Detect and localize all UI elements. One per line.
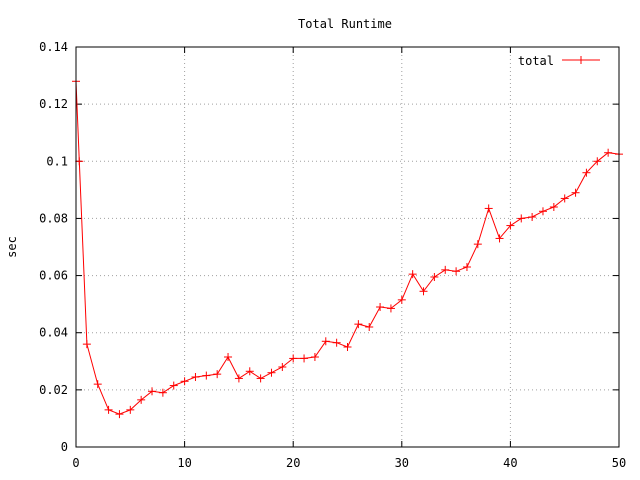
- data-point-marker: [158, 388, 167, 397]
- axis-tick-labels: 0 10 20 30 40 50 0 0.02 0.04 0.06 0.08 0.1 0.12 0.14: [39, 40, 626, 470]
- data-point-marker: [484, 204, 493, 213]
- y-tick-label: 0.08: [39, 211, 68, 225]
- data-point-marker: [278, 363, 287, 371]
- data-point-marker: [528, 213, 537, 221]
- data-point-marker: [441, 265, 450, 274]
- data-point-marker: [93, 380, 102, 389]
- legend-marker-total: [577, 56, 585, 64]
- data-point-marker: [213, 370, 222, 379]
- data-point-marker: [115, 410, 124, 419]
- y-axis-label: sec: [5, 236, 19, 258]
- legend: total: [518, 54, 600, 68]
- series-line-total: [75, 81, 620, 415]
- data-point-marker: [473, 240, 482, 249]
- data-point-marker: [224, 353, 233, 361]
- legend-plus-marker: [577, 56, 585, 64]
- data-point-marker: [386, 304, 395, 313]
- data-point-marker: [549, 203, 558, 211]
- data-point-marker: [506, 221, 515, 230]
- plot-frame: [75, 46, 620, 448]
- data-point-marker: [376, 303, 385, 311]
- data-point-marker: [245, 367, 254, 376]
- grid-lines: [76, 47, 619, 447]
- x-tick-label: 0: [72, 456, 79, 470]
- data-point-marker: [604, 148, 613, 157]
- data-point-marker: [169, 381, 178, 390]
- data-point-marker: [343, 343, 352, 351]
- data-point-marker: [495, 234, 504, 243]
- x-tick-label: 20: [286, 456, 300, 470]
- data-point-marker: [321, 337, 330, 346]
- chart-title: Total Runtime: [298, 17, 392, 31]
- x-tick-label: 50: [612, 456, 626, 470]
- data-point-marker: [593, 157, 602, 166]
- data-point-marker: [452, 267, 461, 276]
- data-point-marker: [82, 340, 91, 349]
- y-tick-label: 0.12: [39, 97, 68, 111]
- x-tick-label: 40: [503, 456, 517, 470]
- data-point-marker: [267, 368, 276, 377]
- y-tick-label: 0.04: [39, 326, 68, 340]
- data-point-marker: [538, 207, 547, 216]
- data-point-marker: [354, 320, 363, 329]
- data-point-marker: [191, 373, 200, 381]
- data-point-marker: [256, 374, 265, 383]
- data-point-marker: [202, 371, 211, 380]
- data-point-marker: [180, 377, 189, 386]
- data-point-marker: [75, 157, 84, 166]
- data-point-marker: [430, 273, 439, 281]
- axis-ticks: [75, 46, 620, 448]
- data-point-marker: [560, 194, 569, 203]
- y-tick-label: 0.14: [39, 40, 68, 54]
- data-point-marker: [365, 323, 374, 331]
- data-point-marker: [126, 405, 135, 414]
- data-point-marker: [332, 338, 341, 347]
- data-point-marker: [289, 354, 298, 363]
- data-point-marker: [234, 374, 243, 383]
- data-point-marker: [408, 270, 417, 279]
- y-tick-label: 0.06: [39, 269, 68, 283]
- data-point-marker: [582, 168, 591, 177]
- series-total: [72, 77, 623, 419]
- data-point-marker: [148, 387, 157, 396]
- data-point-marker: [104, 405, 113, 414]
- y-tick-label: 0.02: [39, 383, 68, 397]
- data-point-marker: [462, 263, 471, 271]
- data-point-marker: [137, 395, 146, 404]
- x-tick-label: 10: [177, 456, 191, 470]
- data-point-marker: [419, 287, 428, 296]
- data-point-marker: [517, 214, 526, 223]
- y-tick-label: 0: [61, 440, 68, 454]
- x-tick-label: 30: [395, 456, 409, 470]
- y-tick-label: 0.1: [46, 154, 68, 168]
- data-point-marker: [300, 354, 309, 363]
- data-point-marker: [310, 353, 319, 361]
- data-point-marker: [397, 295, 406, 304]
- data-point-marker: [571, 188, 580, 197]
- legend-label-total: total: [518, 54, 554, 68]
